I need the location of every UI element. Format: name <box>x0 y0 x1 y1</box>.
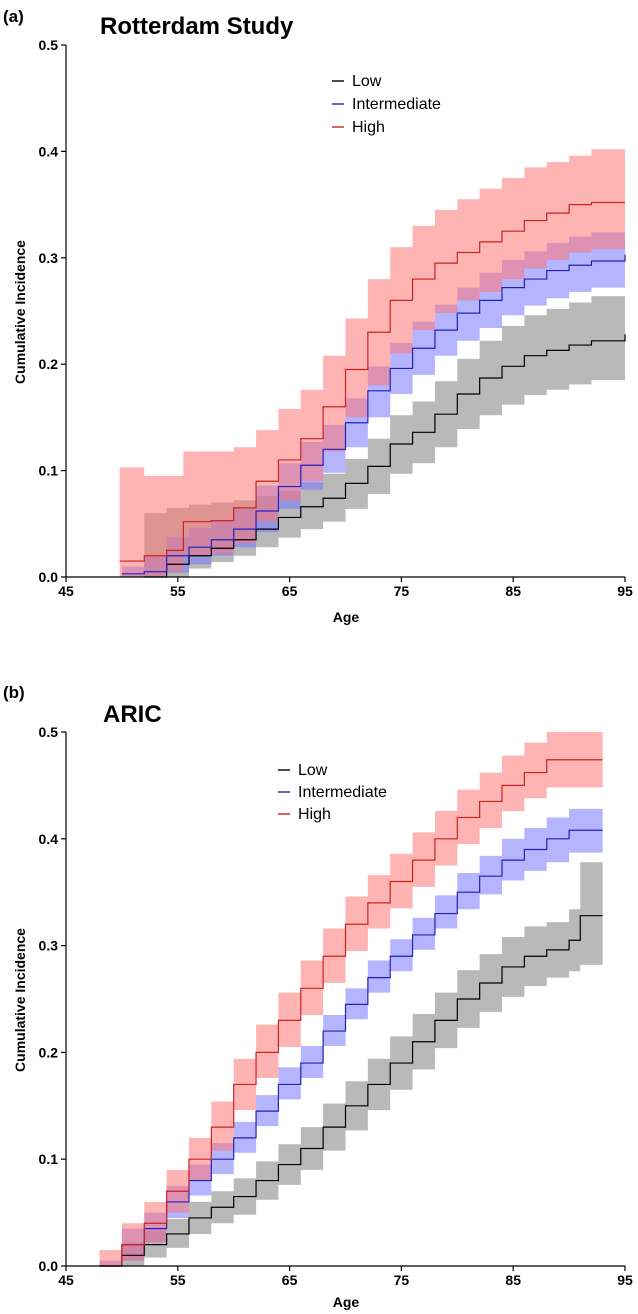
axes <box>65 732 625 1267</box>
legend-label-high: High <box>352 119 385 136</box>
confidence-band-intermediate <box>99 808 603 1266</box>
panel-letter: (b) <box>3 683 25 702</box>
x-tick-label: 65 <box>282 1272 298 1288</box>
x-tick-label: 95 <box>617 583 633 599</box>
legend-label-intermediate: Intermediate <box>352 96 441 113</box>
series-line-intermediate <box>99 829 603 1267</box>
series-line-high <box>99 759 603 1267</box>
y-tick-label: 0.5 <box>39 724 59 740</box>
y-tick-label: 0.2 <box>39 1044 59 1060</box>
x-tick-label: 55 <box>170 1272 186 1288</box>
panel-b: (b) ARIC 45 55 65 75 85 95 0.0 0.1 0.2 0.3 0.4 0.5… <box>3 683 633 1310</box>
confidence-band-high <box>99 732 603 1266</box>
x-axis-label: Age <box>333 609 360 625</box>
legend: Low Intermediate High <box>278 762 387 823</box>
chart-title: Rotterdam Study <box>100 13 294 40</box>
y-tick-label: 0.5 <box>39 37 59 53</box>
x-tick-label: 85 <box>505 1272 521 1288</box>
x-tick-label: 75 <box>394 1272 410 1288</box>
y-tick-label: 0.3 <box>39 938 59 954</box>
series-lines <box>99 759 603 1267</box>
series-line-low <box>99 915 603 1267</box>
y-tick-label: 0.0 <box>39 569 59 585</box>
y-tick-label: 0.1 <box>39 1151 59 1167</box>
x-tick-label: 85 <box>505 583 521 599</box>
panel-a: (a) Rotterdam Study 45 55 65 75 85 95 0.00.10… <box>3 7 633 625</box>
y-axis-ticks: 0.0 0.1 0.2 0.3 0.4 0.5 <box>39 37 66 585</box>
x-axis-label: Age <box>333 1294 360 1310</box>
confidence-bands <box>99 732 603 1266</box>
y-axis-label: Cumulative Incidence <box>12 928 28 1072</box>
series-lines <box>119 201 626 578</box>
y-tick-label: 0.3 <box>39 250 59 266</box>
x-axis-ticks: 45 55 65 75 85 95 <box>58 1266 633 1288</box>
legend-label-high: High <box>298 806 331 823</box>
confidence-band-high <box>119 148 625 577</box>
legend-label-low: Low <box>352 73 382 90</box>
y-axis-ticks: 0.0 0.1 0.2 0.3 0.4 0.5 <box>39 724 66 1274</box>
legend-label-low: Low <box>298 762 328 779</box>
series-line-high <box>119 201 625 562</box>
legend-label-intermediate: Intermediate <box>298 784 387 801</box>
x-tick-label: 65 <box>282 583 298 599</box>
legend: Low Intermediate High <box>332 73 441 136</box>
series-line-intermediate <box>121 254 626 575</box>
x-axis-ticks: 45 55 65 75 85 95 <box>58 577 633 599</box>
y-axis-label: Cumulative Incidence <box>12 240 28 384</box>
x-tick-label: 75 <box>394 583 410 599</box>
x-tick-label: 45 <box>58 583 74 599</box>
chart-title: ARIC <box>103 701 162 728</box>
panel-letter: (a) <box>3 7 24 26</box>
x-tick-label: 45 <box>58 1272 74 1288</box>
y-tick-label: 0.0 <box>39 1258 59 1274</box>
confidence-bands <box>119 148 626 577</box>
y-tick-label: 0.1 <box>39 463 59 479</box>
series-line-low <box>144 334 626 578</box>
x-tick-label: 95 <box>617 1272 633 1288</box>
confidence-band-intermediate <box>121 225 626 577</box>
axes <box>65 45 625 578</box>
y-tick-label: 0.2 <box>39 356 59 372</box>
y-tick-label: 0.4 <box>39 143 59 159</box>
y-tick-label: 0.4 <box>39 831 59 847</box>
x-tick-label: 55 <box>170 583 186 599</box>
